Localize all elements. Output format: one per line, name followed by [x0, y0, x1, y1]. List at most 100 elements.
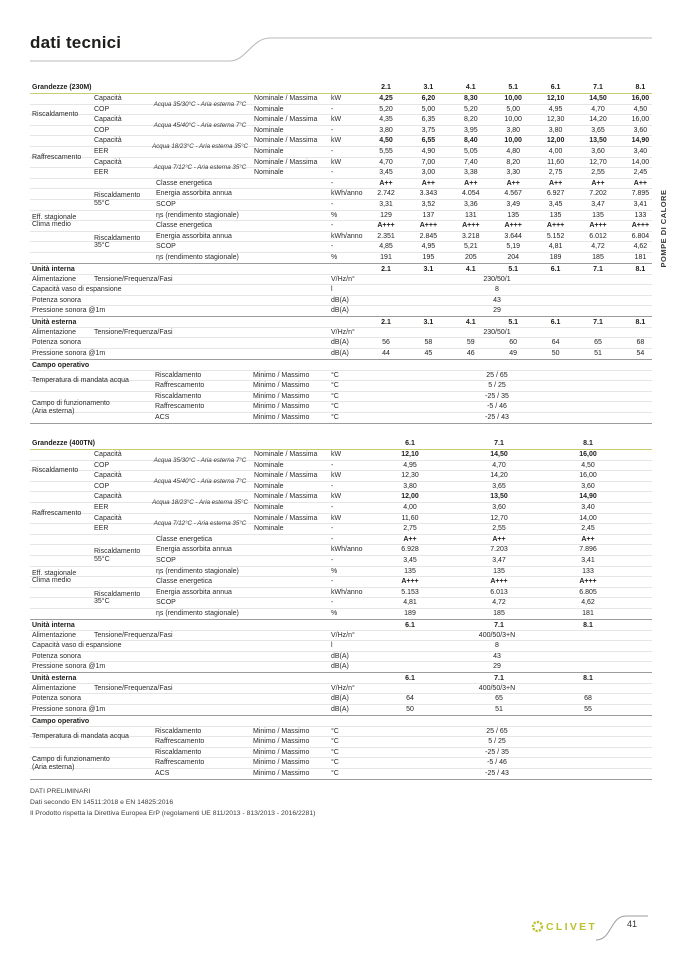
- row-unit: l: [331, 642, 333, 650]
- row-range: Minimo / Massimo: [253, 382, 310, 390]
- row-property: Capacità: [94, 137, 122, 145]
- row-unit: kW: [331, 472, 342, 480]
- cell-value: 4,50: [379, 137, 393, 145]
- cell-value: 6.928: [401, 546, 419, 554]
- cell-value: 204: [507, 253, 520, 261]
- row-property: SCOP: [156, 599, 176, 607]
- column-header: 2.1: [381, 84, 391, 91]
- row-name: Raffrescamento: [155, 738, 205, 746]
- table-row: Potenza sonora dB(A) 64 65 68: [30, 694, 652, 706]
- column-header: 8.1: [635, 265, 646, 273]
- table-title: Grandezze (230M): [32, 84, 92, 91]
- row-unit: °C: [331, 414, 339, 422]
- table-row: Capacità Nominale / Massima kW 4,35 6,35 8,20…: [30, 115, 652, 126]
- cell-value: 133: [634, 211, 647, 219]
- column-header: 6.1: [550, 265, 561, 273]
- cell-value: 51: [594, 350, 602, 358]
- cell-value: 51: [495, 706, 503, 714]
- cell-value: 60: [509, 339, 518, 347]
- cell-value: A++: [591, 179, 605, 187]
- cell-value: 3,60: [492, 503, 506, 511]
- row-property: SCOP: [156, 243, 176, 251]
- cell-value: 54: [636, 350, 645, 358]
- table-row: Capacità Nominale / Massima kW 12,10 14,50 16…: [30, 450, 652, 461]
- column-header: 7.1: [593, 265, 603, 273]
- cell-value-shared: 25 / 65: [486, 371, 508, 379]
- row-property: Capacità: [94, 158, 122, 166]
- row-unit: °C: [331, 770, 339, 778]
- row-unit: kW: [331, 116, 342, 124]
- row-unit: kW: [331, 95, 342, 102]
- cell-value: 3,40: [581, 503, 595, 511]
- table-row: EER Nominale - 3,45 3,00 3,38 3,30 2,75 2,55 2,45: [30, 168, 652, 179]
- cell-value: 3,80: [379, 126, 393, 134]
- table-row: Potenza sonora dB(A) 43: [30, 652, 652, 663]
- cell-value: 7.203: [490, 546, 508, 554]
- row-unit: kW: [331, 158, 342, 166]
- cell-value-shared: -25 / 35: [485, 392, 509, 400]
- row-unit: l: [331, 286, 333, 294]
- row-property: Capacità: [94, 451, 122, 458]
- row-range: Minimo / Massimo: [253, 371, 310, 379]
- cell-value: 5.152: [546, 232, 565, 240]
- cell-value: 14,00: [631, 158, 650, 166]
- clivet-logo-icon: [531, 920, 544, 933]
- cell-value-shared: 230/50/1: [483, 275, 511, 283]
- table-row: Capacità Nominale / Massima kW 4,70 7,00 7,40…: [30, 158, 652, 169]
- cell-value: 185: [493, 609, 505, 617]
- row-property: Capacità: [94, 116, 122, 124]
- cell-value: 16,00: [579, 451, 597, 458]
- cell-value: 135: [493, 567, 505, 575]
- seasonal-section: Classe energetica - A++ A++ A++ Energia assor…: [30, 535, 652, 620]
- table-row: Alimentazione Tensione/Frequenza/Fasi V/Hz…: [30, 631, 652, 642]
- cell-value: 135: [549, 211, 562, 219]
- unita-esterna-header-row: Unità esterna 6.1 7.1 8.1: [30, 671, 652, 684]
- cell-value: 56: [382, 339, 390, 347]
- cell-value: 10,00: [504, 137, 522, 145]
- row-unit: dB(A): [331, 652, 349, 660]
- cell-value: 5,00: [421, 105, 436, 113]
- row-name: Riscaldamento: [155, 371, 202, 379]
- row-property: Classe energetica: [156, 578, 213, 586]
- row-unit: V/Hz/n°: [331, 631, 355, 639]
- footnote-erp: Il Prodotto rispetta la Direttiva Europe…: [30, 810, 316, 817]
- row-unit: -: [331, 599, 334, 607]
- cell-value-shared: -5 / 46: [487, 403, 507, 411]
- row-unit: -: [331, 461, 334, 469]
- row-unit: -: [331, 535, 334, 543]
- row-unit: %: [331, 567, 338, 575]
- header-divider-swoosh: [30, 37, 652, 62]
- cell-value: 4,35: [379, 116, 393, 124]
- table-row: ηs (rendimento stagionale)% 129 137 131 135 1…: [30, 211, 652, 222]
- cell-value: 5,20: [463, 105, 478, 113]
- column-header: 8.1: [635, 318, 646, 326]
- table-row: Capacità Nominale / Massima kW 4,25 6,20 8,30…: [30, 94, 652, 105]
- cell-value: 4,70: [492, 461, 506, 469]
- row-property: Energia assorbita annua: [156, 546, 232, 554]
- table-row: SCOP - 4,81 4,72 4,62: [30, 598, 652, 609]
- cell-value: 3,30: [506, 169, 520, 177]
- cell-value: A+++: [546, 222, 565, 230]
- cell-value: 5,21: [463, 243, 478, 251]
- section-title: Unità interna: [32, 265, 75, 273]
- cell-value: 14,20: [589, 116, 607, 124]
- row-property: Capacità: [94, 493, 122, 501]
- cell-value: 13,50: [589, 137, 607, 145]
- cell-value: 3,60: [591, 147, 605, 155]
- cell-value: 4,50: [581, 461, 595, 469]
- cell-value: A++: [403, 535, 417, 543]
- cell-value: 65: [495, 695, 503, 703]
- row-sublabel: Tensione/Frequenza/Fasi: [94, 684, 173, 692]
- cell-value: 4,70: [379, 158, 393, 166]
- cell-value: 189: [549, 253, 562, 261]
- cell-value: 4,90: [421, 147, 436, 155]
- section-title: Unità interna: [32, 621, 75, 629]
- row-label: Pressione sonora @1m: [32, 706, 106, 714]
- footnote-standards: Dati secondo EN 14511:2018 e EN 14825:20…: [30, 799, 174, 806]
- row-name: ACS: [155, 414, 170, 422]
- row-unit: °C: [331, 392, 339, 400]
- table-row: Raffrescamento Minimo / Massimo °C -5 / 46: [30, 402, 652, 414]
- column-header: 2.1: [381, 265, 391, 273]
- table-row: SCOP - 4,85 4,95 5,21 5,19 4,81 4,72 4,62: [30, 242, 652, 253]
- cell-value: A++: [464, 179, 478, 187]
